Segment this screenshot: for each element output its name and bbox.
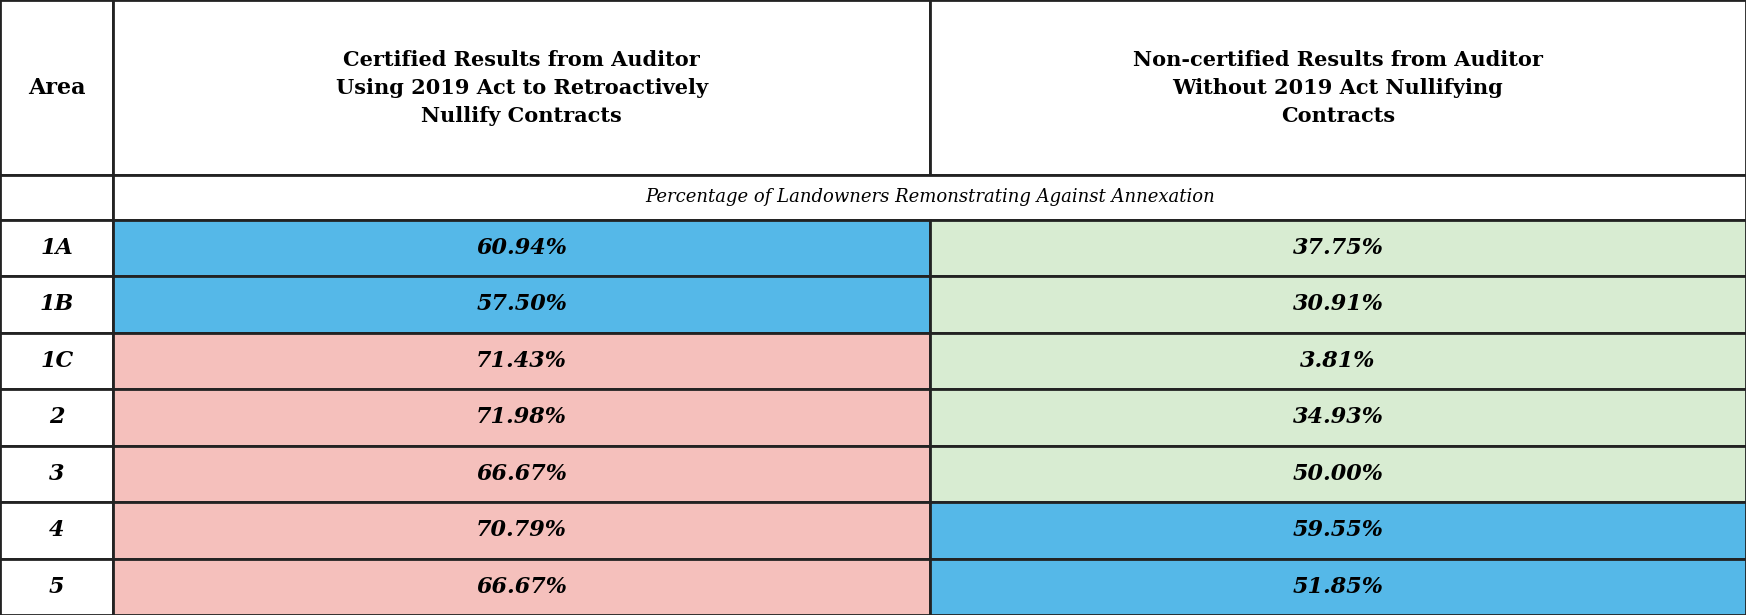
Text: 66.67%: 66.67% bbox=[477, 462, 567, 485]
Text: 30.91%: 30.91% bbox=[1292, 293, 1383, 315]
Bar bbox=[113, 175, 1746, 220]
Bar bbox=[113, 220, 929, 276]
Bar bbox=[929, 389, 1746, 445]
Text: 1A: 1A bbox=[40, 237, 73, 259]
Text: 34.93%: 34.93% bbox=[1292, 407, 1383, 428]
Bar bbox=[0, 175, 113, 220]
Text: Percentage of Landowners Remonstrating Against Annexation: Percentage of Landowners Remonstrating A… bbox=[644, 188, 1215, 207]
Bar bbox=[113, 558, 929, 615]
Text: Area: Area bbox=[28, 77, 86, 98]
Text: 4: 4 bbox=[49, 519, 65, 541]
Text: 71.98%: 71.98% bbox=[477, 407, 567, 428]
Bar bbox=[929, 276, 1746, 333]
Bar bbox=[0, 558, 113, 615]
Text: 57.50%: 57.50% bbox=[477, 293, 567, 315]
Bar bbox=[929, 502, 1746, 558]
Bar bbox=[929, 558, 1746, 615]
Text: 5: 5 bbox=[49, 576, 65, 598]
Bar bbox=[0, 0, 113, 175]
Text: 3: 3 bbox=[49, 462, 65, 485]
Bar bbox=[929, 445, 1746, 502]
Bar bbox=[0, 333, 113, 389]
Text: 60.94%: 60.94% bbox=[477, 237, 567, 259]
Text: 1C: 1C bbox=[40, 350, 73, 372]
Bar bbox=[929, 220, 1746, 276]
Bar bbox=[0, 220, 113, 276]
Text: 59.55%: 59.55% bbox=[1292, 519, 1383, 541]
Bar bbox=[929, 0, 1746, 175]
Text: 37.75%: 37.75% bbox=[1292, 237, 1383, 259]
Bar bbox=[113, 445, 929, 502]
Bar bbox=[113, 333, 929, 389]
Bar bbox=[0, 276, 113, 333]
Text: 51.85%: 51.85% bbox=[1292, 576, 1383, 598]
Bar bbox=[0, 502, 113, 558]
Bar bbox=[113, 502, 929, 558]
Bar bbox=[113, 0, 929, 175]
Text: 50.00%: 50.00% bbox=[1292, 462, 1383, 485]
Text: 70.79%: 70.79% bbox=[477, 519, 567, 541]
Text: 2: 2 bbox=[49, 407, 65, 428]
Text: Non-certified Results from Auditor
Without 2019 Act Nullifying
Contracts: Non-certified Results from Auditor Witho… bbox=[1133, 50, 1543, 125]
Text: Certified Results from Auditor
Using 2019 Act to Retroactively
Nullify Contracts: Certified Results from Auditor Using 201… bbox=[335, 50, 707, 125]
Text: 71.43%: 71.43% bbox=[477, 350, 567, 372]
Bar bbox=[0, 389, 113, 445]
Bar bbox=[929, 333, 1746, 389]
Text: 66.67%: 66.67% bbox=[477, 576, 567, 598]
Text: 1B: 1B bbox=[40, 293, 73, 315]
Bar bbox=[0, 445, 113, 502]
Bar bbox=[113, 389, 929, 445]
Bar bbox=[113, 276, 929, 333]
Text: 3.81%: 3.81% bbox=[1301, 350, 1376, 372]
